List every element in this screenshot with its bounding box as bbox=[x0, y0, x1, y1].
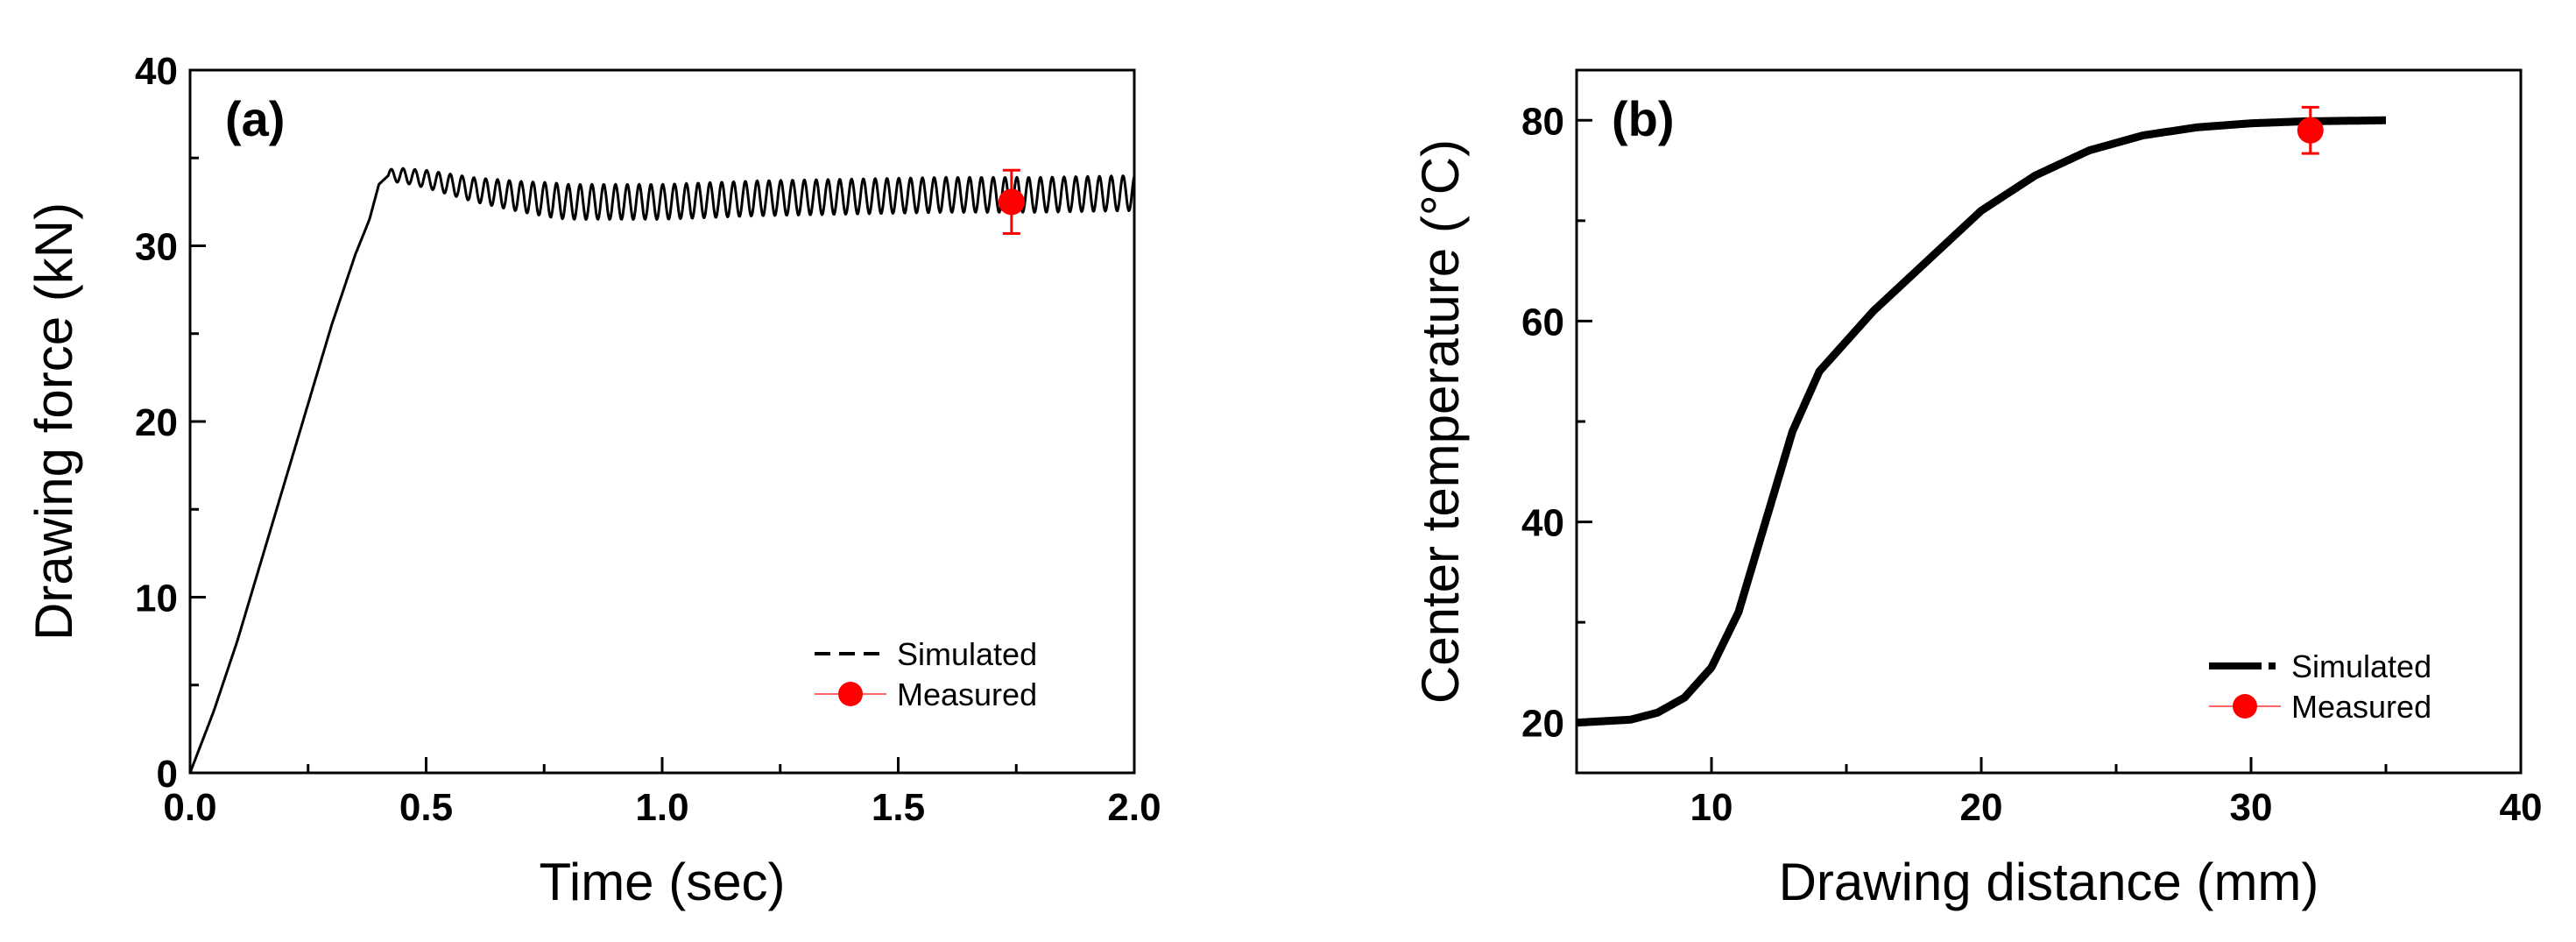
measured-point bbox=[998, 188, 1025, 216]
legend-measured-label: Measured bbox=[2291, 689, 2431, 725]
panel-a-ylabel: Drawing force (kN) bbox=[25, 202, 83, 641]
legend-measured-marker bbox=[838, 682, 863, 706]
y-tick-label: 20 bbox=[135, 401, 178, 444]
x-tick-label: 30 bbox=[2230, 786, 2273, 829]
simulated-curve bbox=[1573, 116, 2389, 727]
x-tick-label: 10 bbox=[1690, 786, 1733, 829]
x-tick-label: 2.0 bbox=[1107, 786, 1161, 829]
y-tick-label: 80 bbox=[1521, 100, 1564, 143]
y-tick-label: 10 bbox=[135, 577, 178, 620]
panel-b: 10 20 30 40 20 40 60 80 (b) Drawing distance (m… bbox=[1411, 68, 2542, 911]
x-tick-label: 1.0 bbox=[635, 786, 688, 829]
panel-a-ticks: 0.0 0.5 1.0 1.5 2.0 0 10 20 30 40 bbox=[135, 50, 1161, 829]
simulated-curve bbox=[188, 166, 1136, 774]
y-tick-label: 40 bbox=[135, 50, 178, 93]
y-tick-label: 60 bbox=[1521, 301, 1564, 344]
y-tick-label: 20 bbox=[1521, 703, 1564, 746]
y-tick-label: 30 bbox=[135, 226, 178, 269]
x-tick-label: 20 bbox=[1960, 786, 2003, 829]
panel-a-legend: Simulated Measured bbox=[815, 636, 1037, 712]
legend-measured-label: Measured bbox=[897, 676, 1037, 712]
panel-a-label: (a) bbox=[225, 91, 285, 146]
x-tick-label: 0.0 bbox=[163, 786, 216, 829]
x-tick-label: 0.5 bbox=[399, 786, 453, 829]
y-tick-label: 40 bbox=[1521, 502, 1564, 545]
measured-point bbox=[2297, 117, 2324, 144]
panel-b-xlabel: Drawing distance (mm) bbox=[1779, 853, 2319, 911]
panel-b-ylabel: Center temperature (°C) bbox=[1411, 139, 1470, 704]
panel-b-legend: Simulated Measured bbox=[2209, 648, 2431, 725]
x-tick-label: 1.5 bbox=[872, 786, 925, 829]
panel-b-ticks: 10 20 30 40 20 40 60 80 bbox=[1521, 100, 2542, 829]
panel-a-marks bbox=[188, 166, 1136, 774]
panel-b-marks bbox=[1573, 105, 2389, 727]
legend-simulated-label: Simulated bbox=[2291, 648, 2431, 684]
panel-a-xlabel: Time (sec) bbox=[539, 853, 785, 911]
x-tick-label: 40 bbox=[2500, 786, 2543, 829]
legend-measured-marker bbox=[2233, 694, 2257, 719]
legend-simulated-label: Simulated bbox=[897, 636, 1037, 672]
y-tick-label: 0 bbox=[157, 753, 178, 796]
panel-b-label: (b) bbox=[1612, 91, 1675, 146]
